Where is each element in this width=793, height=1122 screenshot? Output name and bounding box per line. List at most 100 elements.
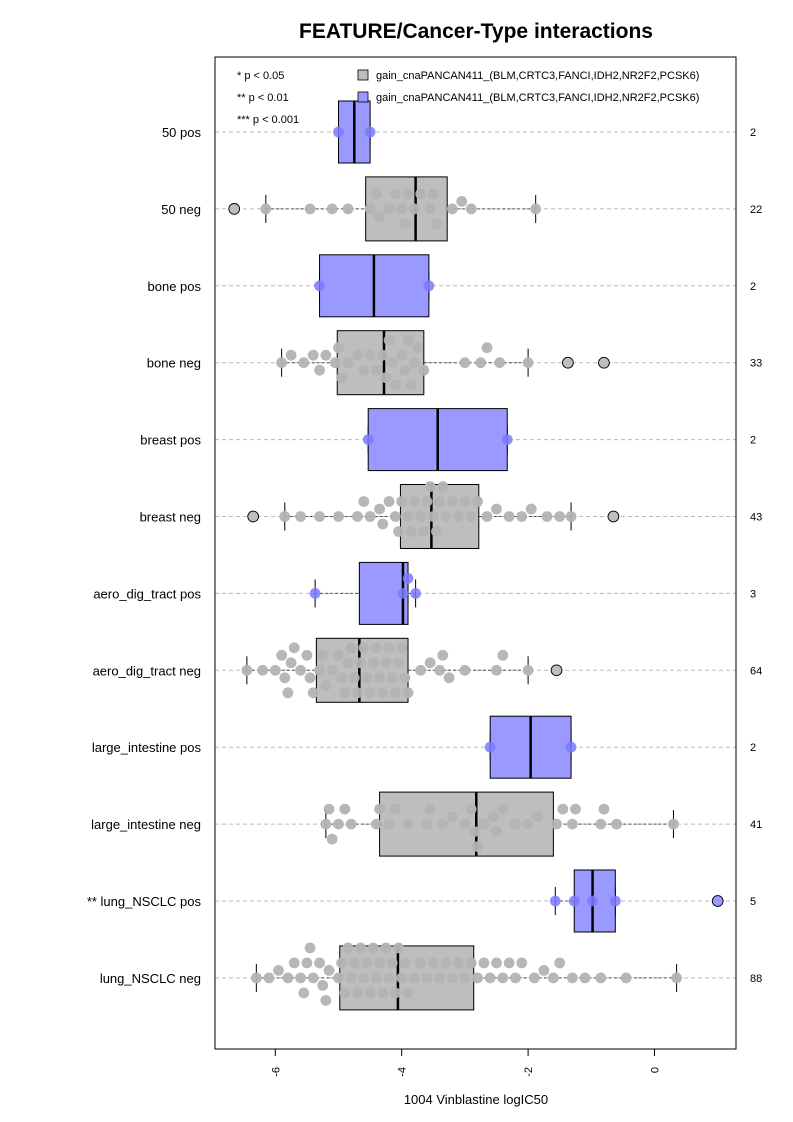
data-point xyxy=(336,372,348,384)
data-point xyxy=(491,826,502,837)
data-point xyxy=(427,511,439,522)
data-point xyxy=(288,642,300,654)
data-point xyxy=(377,518,389,530)
data-point xyxy=(345,818,357,830)
data-point xyxy=(355,942,367,954)
data-point xyxy=(263,972,275,984)
data-point xyxy=(329,357,341,369)
data-point xyxy=(389,188,401,200)
data-point xyxy=(446,972,458,984)
data-point xyxy=(415,188,427,200)
data-point xyxy=(418,364,430,376)
data-point xyxy=(424,657,436,669)
data-point xyxy=(465,203,477,215)
data-point xyxy=(279,672,291,684)
group-labels: 50 pos 50 neg bone pos bone neg breast pos br… xyxy=(87,125,202,986)
data-point xyxy=(491,503,502,515)
data-point xyxy=(402,334,414,346)
data-point xyxy=(424,481,436,492)
data-point xyxy=(348,672,360,684)
legend-label-pos: gain_cnaPANCAN411_(BLM,CRTC3,FANCI,IDH2,… xyxy=(376,92,699,104)
data-point xyxy=(345,972,357,984)
data-point xyxy=(339,987,351,999)
significance-legend: * p < 0.05 ** p < 0.01 *** p < 0.001 xyxy=(237,70,299,126)
data-point xyxy=(374,211,385,222)
data-point xyxy=(549,895,561,907)
data-point xyxy=(484,741,496,753)
data-point xyxy=(314,511,325,522)
data-point xyxy=(396,642,408,654)
data-point xyxy=(570,803,581,815)
x-tick-label: -6 xyxy=(270,1067,282,1077)
data-point xyxy=(620,972,632,984)
data-point xyxy=(437,481,449,492)
data-point xyxy=(383,203,395,215)
data-point xyxy=(522,357,534,369)
sig-legend-2: ** p < 0.01 xyxy=(237,92,289,104)
data-point xyxy=(516,957,528,969)
data-point xyxy=(336,957,348,969)
data-point xyxy=(323,965,335,976)
data-point xyxy=(358,364,370,376)
x-axis-label: 1004 Vinblastine logIC50 xyxy=(404,1092,548,1107)
data-point xyxy=(453,511,464,522)
data-point xyxy=(355,657,367,669)
data-point xyxy=(393,526,404,537)
data-point xyxy=(532,811,543,822)
sig-legend-3: *** p < 0.001 xyxy=(237,114,299,126)
data-point xyxy=(276,649,288,661)
data-point xyxy=(510,818,521,830)
data-point xyxy=(399,957,411,969)
data-point xyxy=(399,364,411,376)
data-point xyxy=(408,357,420,369)
data-point xyxy=(314,664,325,676)
data-point xyxy=(459,972,471,984)
data-point xyxy=(397,588,409,599)
data-point xyxy=(317,649,329,661)
data-point xyxy=(361,957,373,969)
data-point xyxy=(371,818,382,830)
data-point xyxy=(405,526,417,537)
outlier-point xyxy=(562,356,574,369)
data-point xyxy=(333,649,344,661)
data-point xyxy=(522,818,534,830)
data-point xyxy=(472,841,483,852)
data-point xyxy=(557,803,569,815)
data-point xyxy=(333,342,344,354)
data-point xyxy=(317,980,329,991)
data-point xyxy=(424,203,436,215)
data-point xyxy=(431,526,442,537)
data-point xyxy=(342,357,354,369)
data-point xyxy=(380,372,392,384)
data-point xyxy=(342,942,354,954)
group-label: breast pos xyxy=(140,433,201,448)
data-point xyxy=(427,188,439,200)
legend-swatch-neg xyxy=(357,69,369,81)
data-point xyxy=(421,496,433,507)
data-point xyxy=(383,334,395,346)
data-point xyxy=(408,203,420,215)
data-point xyxy=(389,687,401,699)
data-point xyxy=(285,657,297,669)
data-point xyxy=(434,496,446,507)
data-point xyxy=(383,642,395,654)
data-point xyxy=(410,588,422,599)
data-point xyxy=(295,972,306,984)
data-point xyxy=(510,972,521,984)
data-point xyxy=(339,803,351,815)
data-point xyxy=(421,972,433,984)
data-point xyxy=(611,818,622,830)
data-point xyxy=(352,349,363,361)
data-point xyxy=(565,511,577,522)
data-point xyxy=(421,818,433,830)
data-point xyxy=(307,349,319,361)
outlier-point xyxy=(247,510,260,523)
data-point xyxy=(352,511,363,522)
data-point xyxy=(565,741,577,753)
data-point xyxy=(446,496,458,507)
data-point xyxy=(446,811,458,822)
data-point xyxy=(453,957,464,969)
data-point xyxy=(497,649,509,661)
data-point xyxy=(423,280,435,292)
data-point xyxy=(377,987,389,999)
